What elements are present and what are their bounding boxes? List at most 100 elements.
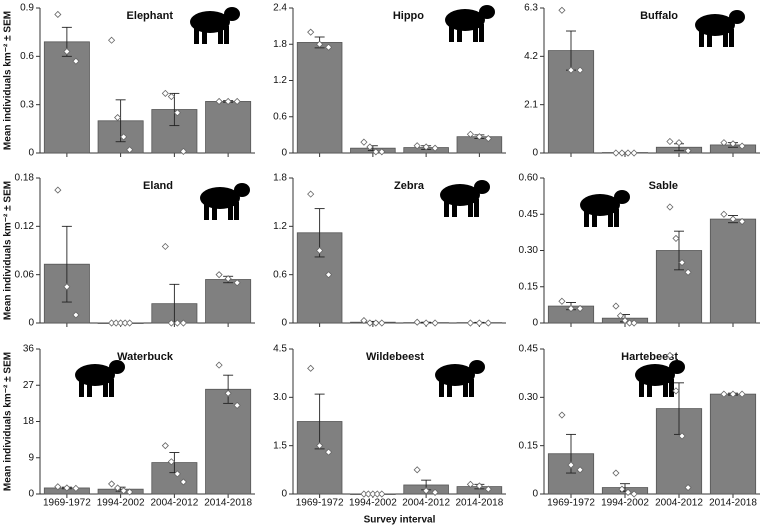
bar	[205, 279, 252, 324]
survey-point	[325, 448, 333, 456]
survey-point	[54, 483, 62, 491]
survey-point	[215, 361, 223, 369]
survey-point	[307, 364, 315, 372]
y-tick-label: 0.15	[519, 281, 539, 292]
survey-point	[616, 312, 625, 320]
survey-point	[684, 483, 692, 492]
survey-point	[738, 217, 746, 226]
error-bar	[674, 230, 684, 271]
survey-point	[729, 390, 737, 398]
survey-point	[720, 390, 728, 398]
survey-point	[666, 137, 674, 146]
y-tick-label: 4.2	[524, 51, 538, 62]
survey-point	[558, 411, 566, 419]
survey-point	[475, 133, 483, 141]
survey-point	[612, 149, 620, 157]
y-tick-label: 2.4	[273, 3, 287, 14]
y-tick-label: 4.5	[273, 344, 287, 355]
survey-point	[233, 279, 241, 287]
survey-point	[666, 203, 674, 211]
survey-point	[316, 246, 324, 255]
y-tick-label: 0.6	[20, 51, 34, 62]
x-tick-label: 1994-2002	[601, 498, 649, 509]
bar	[43, 41, 90, 154]
survey-point	[63, 283, 71, 291]
y-tick-label: 1.5	[273, 440, 287, 451]
survey-point	[325, 43, 333, 51]
bar	[709, 393, 757, 495]
survey-point	[63, 47, 71, 56]
survey-point	[413, 318, 421, 326]
survey-point	[666, 351, 674, 360]
survey-point	[720, 210, 728, 218]
survey-point	[126, 146, 134, 154]
bar	[205, 388, 252, 495]
survey-point	[466, 319, 474, 327]
survey-point	[173, 470, 181, 478]
y-tick-label: 0	[28, 148, 34, 159]
survey-point	[621, 317, 629, 325]
y-tick-label: 1.8	[273, 39, 287, 50]
zebra-icon	[440, 180, 490, 217]
survey-point	[72, 311, 80, 319]
panel-title: Elephant	[127, 10, 174, 22]
survey-point	[422, 319, 430, 327]
error-bar	[223, 374, 234, 404]
x-tick-label: 2014-2018	[204, 498, 252, 509]
survey-point	[215, 271, 223, 279]
survey-point	[316, 40, 324, 48]
survey-point	[618, 149, 626, 157]
bar	[709, 218, 757, 324]
x-tick-label: 1969-1972	[296, 498, 344, 509]
survey-point	[179, 319, 187, 327]
survey-point	[108, 480, 116, 488]
survey-point	[576, 466, 584, 474]
error-bar	[115, 99, 126, 143]
survey-point	[738, 142, 746, 150]
survey-point	[108, 36, 116, 44]
survey-point	[475, 319, 483, 327]
sable-icon	[580, 190, 630, 227]
survey-point	[224, 275, 232, 283]
survey-point	[372, 319, 380, 327]
panel-title: Waterbuck	[117, 351, 174, 363]
bar	[205, 101, 252, 154]
x-tick-label: 2014-2018	[709, 498, 757, 509]
survey-point	[466, 480, 474, 488]
survey-point	[63, 484, 71, 492]
survey-point	[558, 6, 566, 14]
y-tick-label: 0.18	[15, 173, 35, 184]
panel-title: Zebra	[394, 180, 425, 192]
y-tick-label: 27	[23, 380, 35, 391]
y-tick-label: 9	[28, 452, 34, 463]
survey-point	[672, 387, 680, 395]
x-tick-label: 2014-2018	[455, 498, 503, 509]
survey-point	[612, 302, 620, 310]
y-tick-label: 36	[23, 344, 35, 355]
y-tick-label: 0	[532, 489, 538, 500]
y-tick-label: 0.6	[273, 111, 287, 122]
survey-point	[678, 432, 686, 440]
hippo-icon	[445, 5, 495, 42]
survey-point	[126, 488, 134, 496]
survey-point	[173, 319, 181, 327]
survey-point	[120, 487, 128, 495]
survey-point	[233, 97, 241, 106]
survey-point	[307, 190, 315, 198]
survey-point	[325, 271, 333, 279]
x-tick-label: 1994-2002	[349, 498, 397, 509]
survey-point	[484, 319, 492, 327]
survey-point	[224, 389, 232, 397]
survey-point	[378, 490, 386, 498]
survey-point	[630, 490, 638, 498]
y-tick-label: 0	[281, 148, 287, 159]
survey-point	[72, 57, 80, 65]
elephant-icon	[190, 7, 240, 44]
survey-point	[558, 297, 566, 305]
survey-point	[224, 97, 232, 106]
survey-point	[173, 109, 181, 117]
survey-point	[738, 390, 746, 398]
survey-point	[576, 304, 584, 313]
survey-point	[126, 319, 134, 327]
